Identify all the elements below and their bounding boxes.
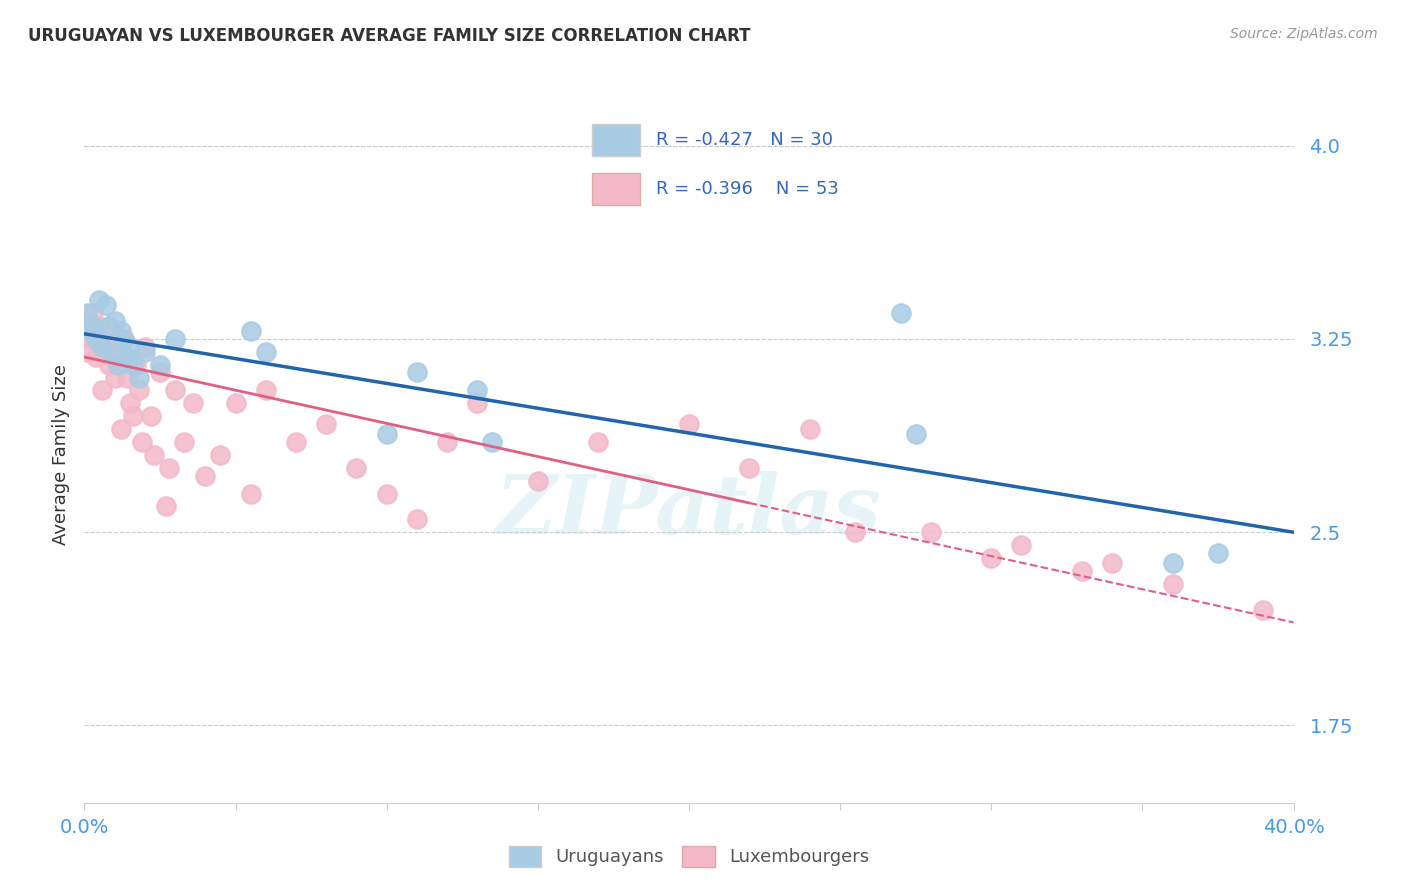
Point [100, 344, 122, 359]
Point [89, 293, 111, 308]
Point [134, 344, 156, 359]
Point [163, 384, 186, 398]
Point [436, 435, 458, 450]
Point [89, 319, 111, 334]
Point [139, 409, 162, 424]
Point [86, 332, 108, 346]
Text: ZIPatlas: ZIPatlas [496, 471, 882, 550]
Point [125, 358, 148, 372]
Point [980, 551, 1002, 566]
Point [112, 332, 135, 346]
Point [121, 358, 143, 372]
Point [375, 427, 398, 442]
Point [97, 319, 120, 334]
Point [97, 358, 120, 372]
Text: URUGUAYAN VS LUXEMBOURGER AVERAGE FAMILY SIZE CORRELATION CHART: URUGUAYAN VS LUXEMBOURGER AVERAGE FAMILY… [28, 27, 751, 45]
Point [79, 332, 101, 346]
Point [134, 340, 156, 354]
Point [467, 396, 489, 410]
Point [76, 306, 98, 320]
Point [799, 422, 821, 436]
Point [588, 435, 610, 450]
Point [375, 486, 398, 500]
Y-axis label: Average Family Size: Average Family Size [52, 365, 70, 545]
Point [110, 324, 132, 338]
Point [254, 384, 277, 398]
Point [157, 460, 180, 475]
Point [209, 448, 232, 462]
Point [86, 350, 108, 364]
Point [406, 366, 429, 380]
Point [91, 384, 114, 398]
Point [91, 340, 114, 354]
Point [128, 370, 150, 384]
Point [104, 314, 127, 328]
Point [1071, 564, 1094, 578]
Point [118, 340, 141, 354]
Legend: Uruguayans, Luxembourgers: Uruguayans, Luxembourgers [502, 838, 876, 874]
Point [112, 332, 135, 346]
Point [467, 384, 489, 398]
Point [94, 340, 117, 354]
Point [155, 500, 177, 514]
Point [406, 512, 429, 526]
Point [1010, 538, 1032, 552]
Point [79, 324, 101, 338]
Point [107, 350, 129, 364]
Point [920, 525, 942, 540]
Point [142, 448, 165, 462]
Point [1161, 556, 1184, 570]
Point [118, 396, 141, 410]
Point [128, 384, 150, 398]
Point [284, 435, 308, 450]
Point [181, 396, 204, 410]
Point [481, 435, 503, 450]
Point [76, 344, 98, 359]
Point [890, 306, 912, 320]
Point [239, 486, 262, 500]
Point [1161, 576, 1184, 591]
Point [82, 319, 104, 334]
Point [107, 358, 129, 372]
Point [738, 460, 761, 475]
Point [173, 435, 195, 450]
Point [526, 474, 548, 488]
Point [131, 435, 153, 450]
Point [225, 396, 247, 410]
Point [163, 332, 186, 346]
Point [100, 324, 122, 338]
Point [315, 417, 337, 431]
Point [115, 370, 138, 384]
Point [194, 468, 217, 483]
Point [82, 306, 104, 320]
Point [254, 344, 277, 359]
Point [844, 525, 866, 540]
Point [110, 422, 132, 436]
Point [149, 366, 172, 380]
Point [149, 358, 172, 372]
Point [904, 427, 927, 442]
Text: Source: ZipAtlas.com: Source: ZipAtlas.com [1230, 27, 1378, 41]
Point [1101, 556, 1123, 570]
Point [1251, 602, 1274, 616]
Point [115, 350, 138, 364]
Point [239, 324, 262, 338]
Point [121, 409, 143, 424]
Point [1206, 546, 1229, 560]
Point [346, 460, 368, 475]
Point [678, 417, 700, 431]
Point [94, 298, 117, 312]
Point [104, 370, 127, 384]
